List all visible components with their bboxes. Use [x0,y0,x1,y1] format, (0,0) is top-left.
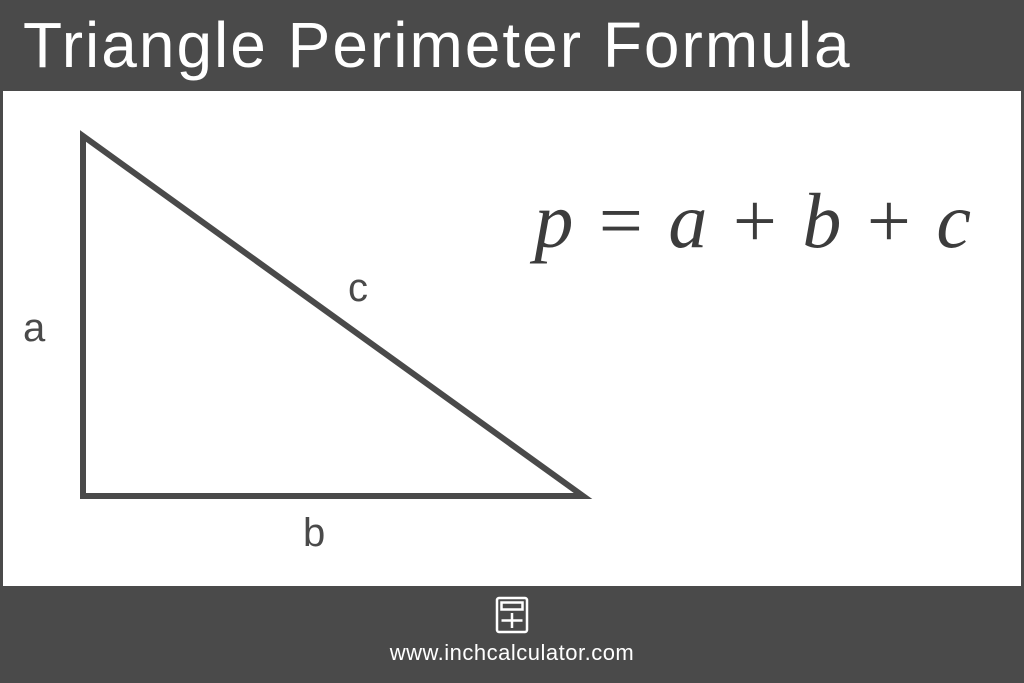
perimeter-formula: p = a + b + c [534,176,971,266]
infographic-card: Triangle Perimeter Formula a b c p = a +… [0,0,1024,683]
formula-plus-2: + [861,177,917,264]
formula-term-c: c [936,177,971,264]
calculator-icon [495,596,529,634]
formula-term-b: b [802,177,841,264]
diagram-area: a b c p = a + b + c [3,91,1021,586]
side-label-c: c [348,266,368,311]
triangle-shape [63,126,603,516]
side-label-b: b [303,511,325,556]
formula-plus-1: + [727,177,783,264]
formula-term-a: a [668,177,707,264]
page-title: Triangle Perimeter Formula [23,9,852,81]
footer-band: www.inchcalculator.com [3,586,1021,680]
footer-url: www.inchcalculator.com [390,640,635,666]
formula-lhs: p [534,177,573,264]
formula-equals: = [593,177,649,264]
header-band: Triangle Perimeter Formula [3,3,1021,91]
side-label-a: a [23,306,45,351]
